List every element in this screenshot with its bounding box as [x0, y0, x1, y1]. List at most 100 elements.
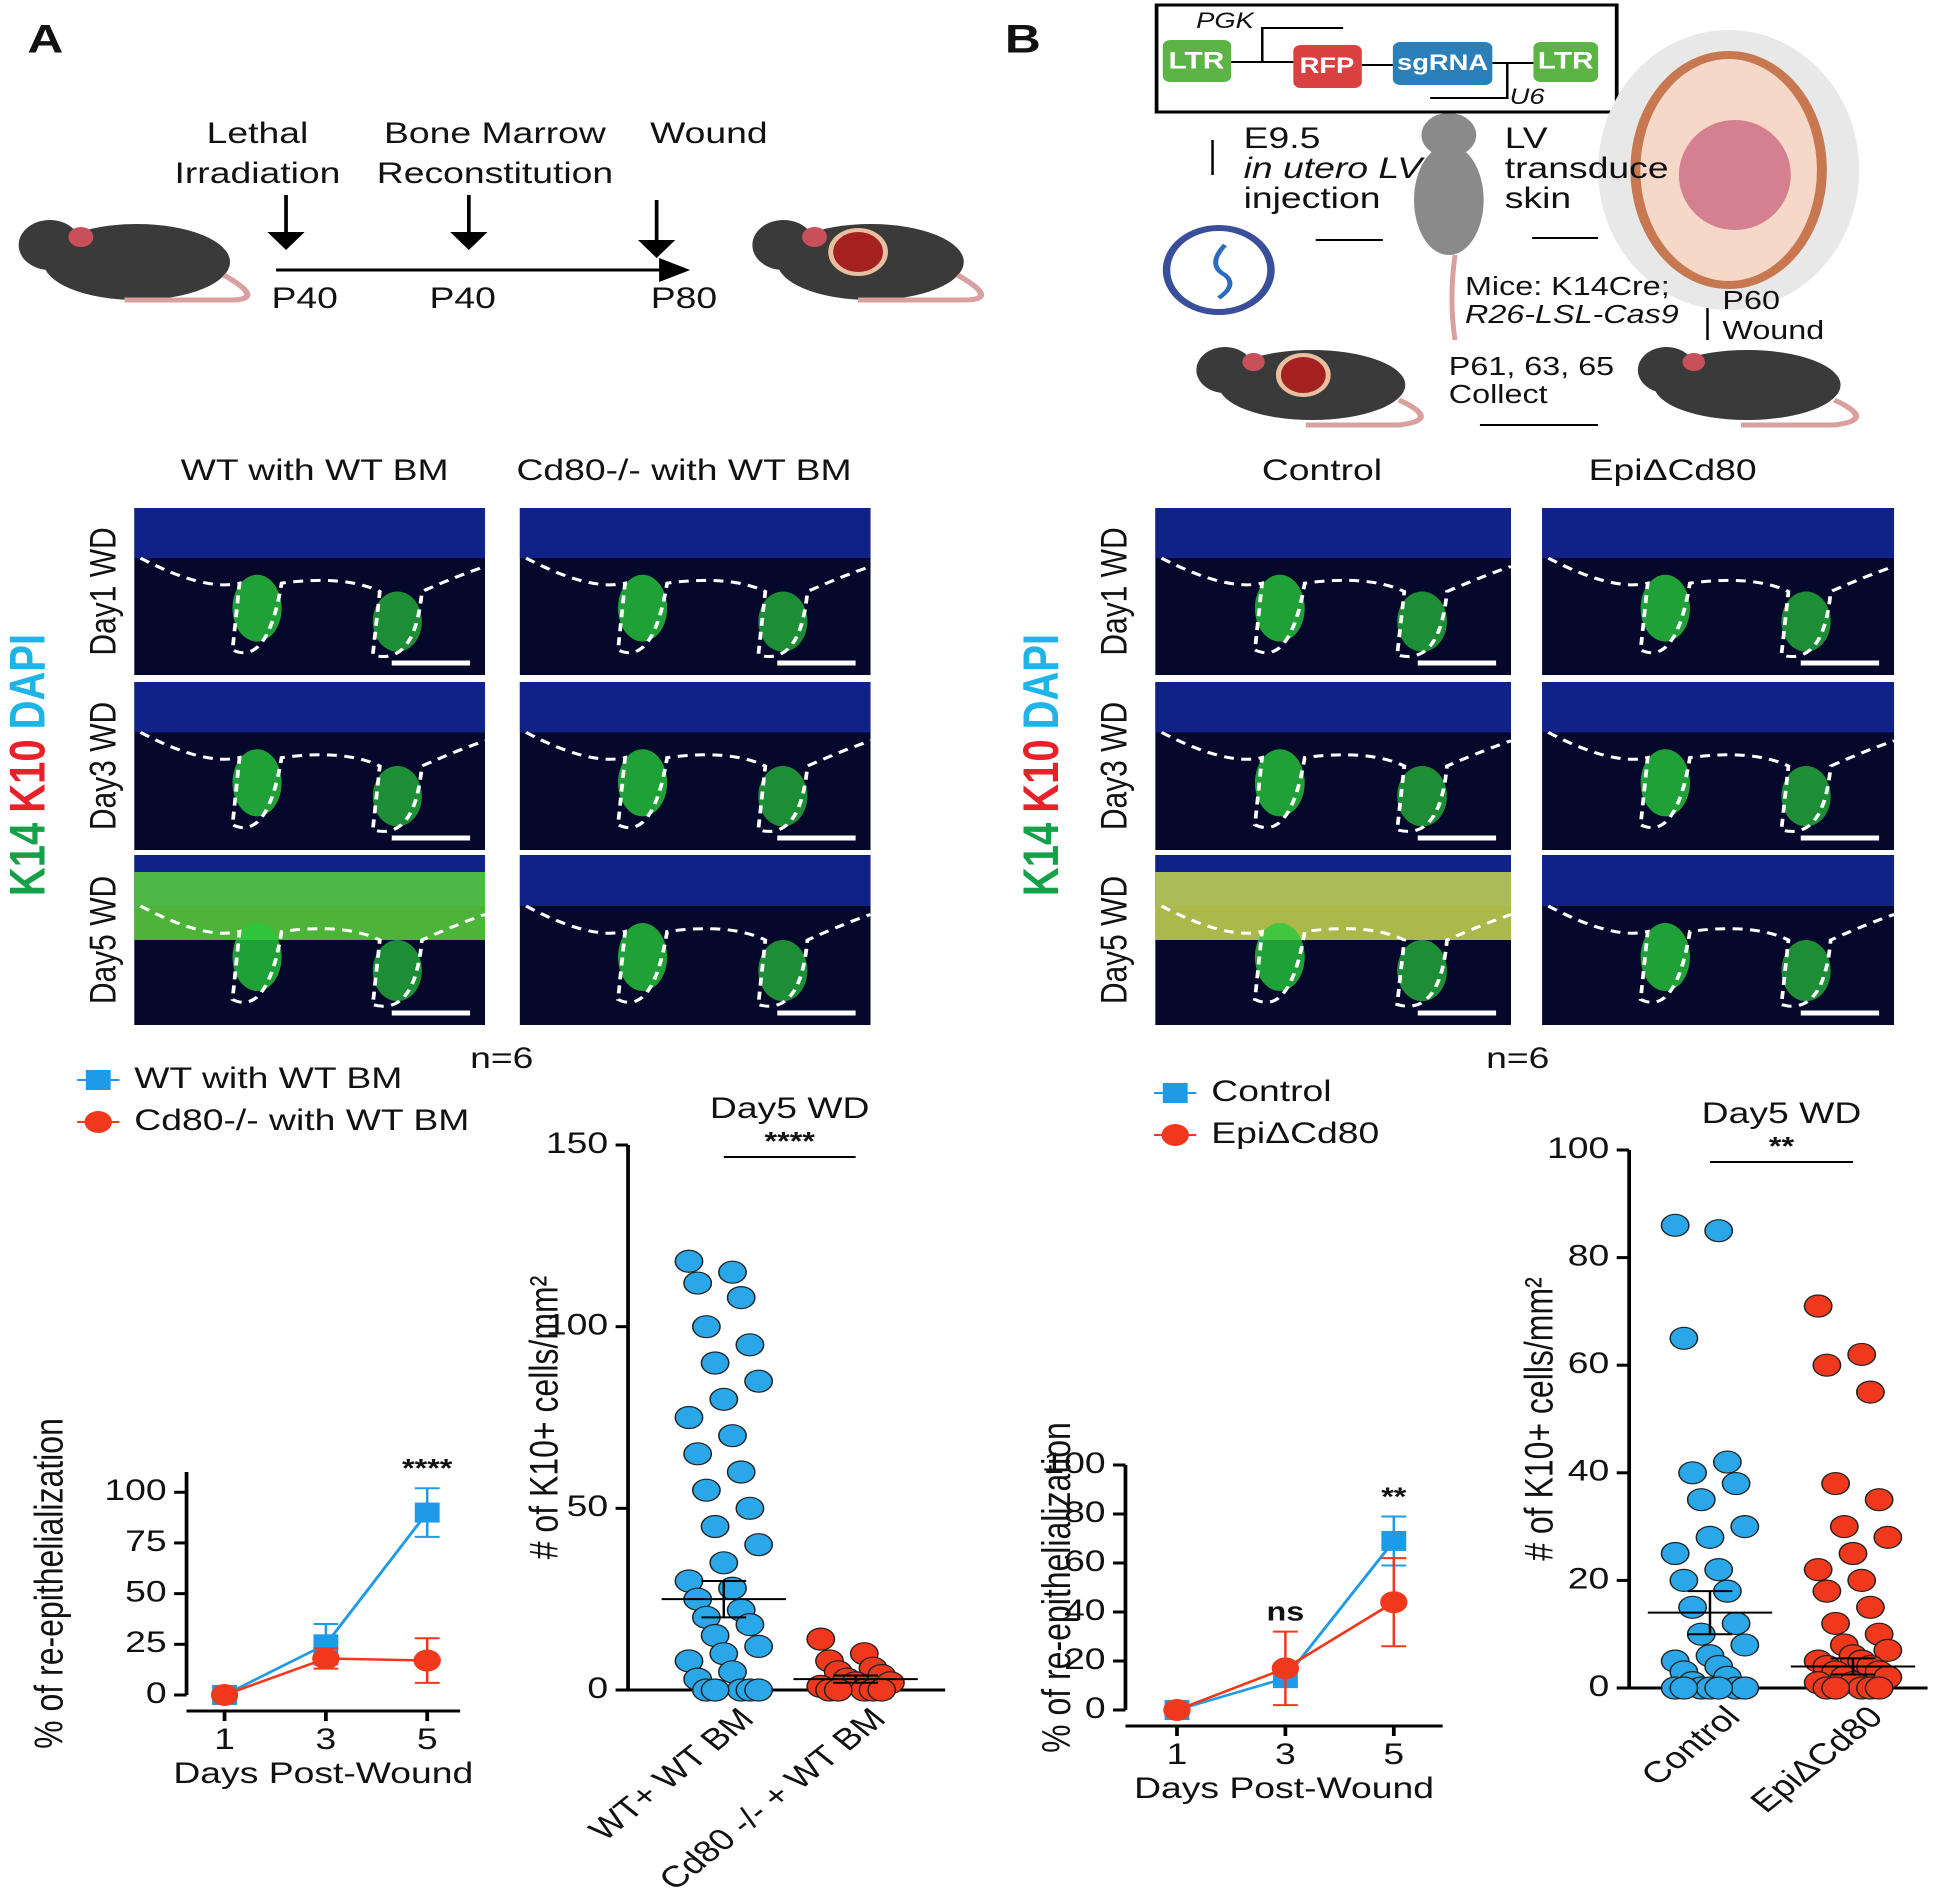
point [683, 1442, 713, 1466]
stain: K14 [1013, 823, 1069, 896]
point [1864, 1488, 1894, 1512]
row-label: Day1 WD [1094, 527, 1136, 655]
follicle [1781, 766, 1831, 827]
point [1812, 1579, 1842, 1603]
point [691, 1478, 721, 1502]
stain: K10 [0, 739, 55, 812]
y-tick-label: 40 [1568, 1454, 1610, 1488]
outline [1160, 731, 1512, 833]
annotation: ns [1267, 1597, 1305, 1626]
point [700, 1514, 730, 1539]
y-axis-label: # of K10+ cells/mm² [1516, 1277, 1561, 1561]
element: sgRNA [1397, 51, 1488, 75]
point [1838, 1541, 1868, 1566]
n-label: n=6 [470, 1041, 533, 1075]
micrographs [134, 508, 1895, 1025]
error-bar [1687, 1590, 1733, 1636]
point [1730, 1633, 1760, 1657]
y-tick-label: 60 [1064, 1544, 1106, 1578]
outline [139, 904, 486, 1008]
point [718, 1260, 747, 1284]
column-header: EpiΔCd80 [1589, 453, 1757, 487]
outline [525, 731, 872, 833]
follicle [1781, 591, 1831, 652]
stain-label: K14 K10 DAPI [1013, 634, 1069, 896]
legend-entry: Control [1211, 1074, 1331, 1108]
epidermis [519, 855, 871, 906]
point [718, 1424, 747, 1448]
marker [84, 1111, 112, 1133]
point [1669, 1676, 1699, 1700]
point [1678, 1595, 1707, 1619]
y-tick-label: 150 [546, 1126, 608, 1160]
point [1695, 1525, 1725, 1549]
point [1812, 1353, 1842, 1377]
point [735, 1496, 765, 1520]
point [691, 1315, 721, 1339]
workflow-text: E9.5 [1244, 121, 1321, 155]
point [1730, 1514, 1760, 1539]
row-label: Day3 WD [1094, 702, 1136, 830]
outline [1160, 904, 1512, 1008]
legend-entry: EpiΔCd80 [1211, 1116, 1379, 1150]
point [744, 1369, 774, 1393]
point [1704, 1219, 1734, 1243]
point [1847, 1342, 1877, 1367]
step: Wound [650, 116, 768, 150]
y-tick-label: 20 [1064, 1642, 1106, 1676]
x-axis-label: Days Post-Wound [1134, 1771, 1434, 1805]
workflow-art [1162, 30, 1860, 426]
point [1855, 1595, 1885, 1619]
workflow-text: Collect [1449, 380, 1548, 409]
arrowheads [267, 232, 691, 282]
point [1678, 1461, 1707, 1485]
point [1803, 1558, 1833, 1582]
y-tick-label: 0 [1588, 1669, 1609, 1703]
construct [1154, 3, 1619, 114]
epidermis [134, 508, 486, 559]
x-tick-label: Control [1633, 1700, 1748, 1792]
follicle [758, 766, 808, 827]
follicle [1397, 591, 1447, 652]
marker [85, 1070, 111, 1090]
y-tick-label: 100 [1043, 1446, 1105, 1480]
epidermis [1155, 682, 1512, 733]
step: Lethal [207, 116, 309, 150]
row-label: Day3 WD [82, 702, 124, 830]
y-tick-label: 100 [546, 1308, 608, 1342]
y-tick-label: 75 [125, 1524, 167, 1558]
y-tick-label: 80 [1568, 1239, 1610, 1273]
y-tick-label: 25 [125, 1626, 167, 1660]
workflow-text: Wound [1722, 316, 1824, 345]
marker [1163, 1699, 1191, 1721]
x-tick-label: EpiΔCd80 [1743, 1700, 1891, 1819]
point [709, 1551, 739, 1575]
point [1704, 1676, 1734, 1700]
legend-entry: WT with WT BM [134, 1061, 402, 1095]
follicle [1781, 940, 1831, 1002]
marker [1381, 1530, 1407, 1551]
point [1730, 1676, 1760, 1700]
time: P80 [651, 281, 717, 315]
workflow-text: R26-LSL-Cas9 [1465, 300, 1679, 329]
point [1821, 1676, 1851, 1700]
marker [312, 1647, 340, 1670]
marker [1161, 1124, 1189, 1146]
point [1821, 1611, 1851, 1636]
y-tick-label: 50 [567, 1490, 609, 1524]
follicle [372, 940, 422, 1002]
outline [525, 904, 872, 1008]
follicle [758, 591, 808, 652]
point [1721, 1471, 1751, 1496]
y-tick-label: 0 [587, 1671, 608, 1705]
point [700, 1351, 730, 1375]
point [1864, 1676, 1894, 1700]
workflow-text: in utero LV [1244, 151, 1426, 185]
point [674, 1249, 704, 1273]
y-tick-label: 100 [104, 1474, 166, 1508]
row-label: Day5 WD [82, 876, 124, 1004]
outline [1160, 556, 1512, 658]
point [674, 1405, 704, 1430]
workflow-text: P60 [1722, 286, 1780, 315]
point [806, 1627, 836, 1651]
